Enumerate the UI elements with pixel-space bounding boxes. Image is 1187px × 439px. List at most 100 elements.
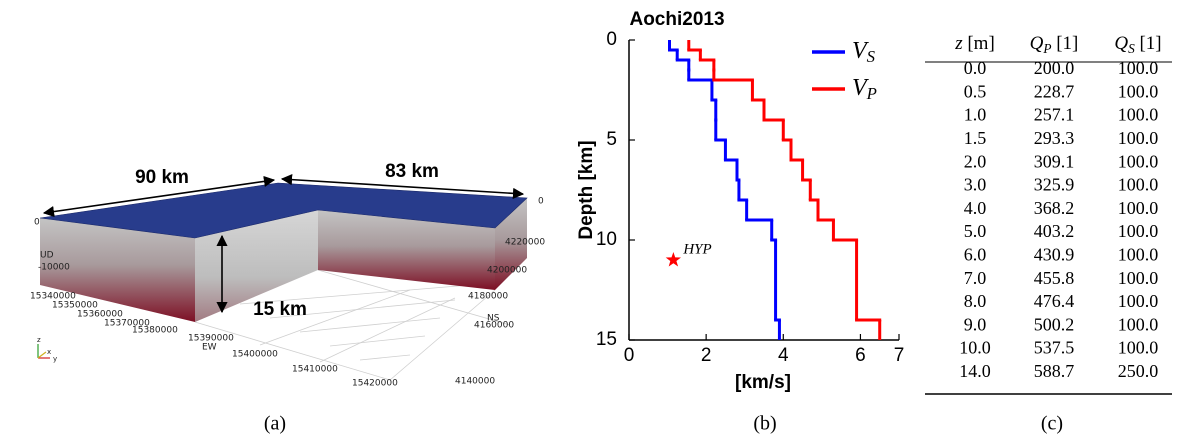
ew-tick-label: 15400000 (232, 350, 278, 360)
end-face (495, 198, 527, 290)
x-tick-label: 6 (855, 345, 866, 366)
x-tick-label: 2 (701, 345, 712, 366)
front-face (40, 218, 195, 322)
table-cell: 5.0 (964, 221, 987, 241)
table-cell: 4.0 (964, 198, 987, 218)
y-tick-label: 0 (606, 29, 617, 50)
table-cell: 8.0 (964, 291, 987, 311)
table-cell: 0.0 (964, 58, 987, 78)
y-tick-label: 15 (596, 329, 617, 350)
y-tick-label: 5 (606, 129, 617, 150)
ew-tick-label: 15360000 (77, 310, 123, 320)
table-cell: 200.0 (1034, 58, 1075, 78)
ew-tick-label: 15390000 (188, 334, 234, 344)
x-tick-label: 7 (894, 345, 905, 366)
legend-label: VS (852, 38, 876, 66)
table-cell: 2.0 (964, 151, 987, 171)
table-cell: 100.0 (1118, 128, 1159, 148)
table-cell: 9.0 (964, 314, 987, 334)
inner-right-face (318, 210, 495, 290)
ew-tick-label: 15380000 (132, 326, 178, 336)
panel-c: (c) z [m] QP [1] QS [1] 0.0 200.0 100.0 0.5 228… (925, 33, 1172, 435)
table-cell: 403.2 (1034, 221, 1075, 241)
table-cell: 309.1 (1034, 151, 1075, 171)
table-cell: 100.0 (1118, 245, 1159, 265)
table-cell: 100.0 (1118, 58, 1159, 78)
legend-label: VP (852, 75, 877, 103)
chart-title: Aochi2013 (629, 9, 724, 30)
ew-tick-label: 15410000 (292, 365, 338, 375)
ns-tick-label: 4220000 (505, 238, 545, 248)
caption: (b) (753, 413, 776, 435)
table-cell: 14.0 (959, 361, 991, 381)
hypocenter-label: HYP (682, 241, 711, 257)
width-label: 90 km (135, 167, 189, 188)
table-cell: 100.0 (1118, 291, 1159, 311)
ns-ticks: 4220000 4200000 4180000 4160000 4140000 (455, 238, 545, 387)
table-cell: 1.5 (964, 128, 987, 148)
ns-tick-label: 4160000 (474, 321, 514, 331)
ew-tick-label: 15340000 (30, 292, 76, 302)
table-header: z [m] (954, 33, 995, 54)
ud-value: -10000 (38, 263, 70, 273)
table-cell: 100.0 (1118, 151, 1159, 171)
ns-tick-label: 4200000 (487, 266, 527, 276)
table-cell: 500.2 (1034, 314, 1075, 334)
table-cell: 100.0 (1118, 81, 1159, 101)
table-cell: 250.0 (1118, 361, 1159, 381)
ns-label: NS (487, 314, 500, 324)
triad-label: y (53, 355, 57, 363)
table-cell: 100.0 (1118, 314, 1159, 334)
y-axis-label: Depth [km] (576, 140, 597, 239)
corner-label: 0 (538, 197, 544, 207)
table-cell: 0.5 (964, 81, 987, 101)
length-label: 83 km (385, 161, 439, 182)
x-tick-label: 0 (624, 345, 635, 366)
ew-tick-label: 15350000 (52, 301, 98, 311)
ew-tick-label: 15370000 (104, 319, 150, 329)
panel-b: Aochi2013 Depth [km] [km/s] (b) 0 5 10 15 0 2… (576, 9, 904, 435)
ew-tick-label: 15420000 (352, 379, 398, 389)
ns-tick-label: 4140000 (455, 377, 495, 387)
x-tick-label: 4 (778, 345, 789, 366)
table-cell: 100.0 (1118, 175, 1159, 195)
caption: (c) (1041, 413, 1063, 435)
table-cell: 100.0 (1118, 221, 1159, 241)
table-cell: 293.3 (1034, 128, 1075, 148)
table-cell: 455.8 (1034, 268, 1075, 288)
table-cell: 325.9 (1034, 175, 1075, 195)
table-cell: 368.2 (1034, 198, 1075, 218)
y-tick-label: 10 (596, 229, 617, 250)
table-cell: 100.0 (1118, 198, 1159, 218)
table-cell: 100.0 (1118, 338, 1159, 358)
table-header: QP [1] (1030, 33, 1079, 55)
table-cell: 537.5 (1034, 338, 1075, 358)
table-cell: 7.0 (964, 268, 987, 288)
triad-label: z (37, 336, 41, 344)
table-cell: 100.0 (1118, 268, 1159, 288)
table-cell: 476.4 (1034, 291, 1075, 311)
table-cell: 1.0 (964, 105, 987, 125)
panel-a: 90 km 83 km 15 km 0 0 UD -10000 EW NS 15… (30, 161, 545, 435)
ground-grid (194, 269, 511, 381)
table-cell: 430.9 (1034, 245, 1075, 265)
ns-tick-label: 4180000 (468, 292, 508, 302)
table-cell: 588.7 (1034, 361, 1075, 381)
length-arrow (280, 174, 525, 199)
caption: (a) (264, 413, 286, 435)
table-cell: 100.0 (1118, 105, 1159, 125)
width-arrow (42, 175, 276, 218)
triad-label: x (47, 348, 51, 356)
ud-label: UD (40, 251, 54, 261)
table-header: QS [1] (1114, 33, 1161, 55)
corner-label: 0 (34, 218, 40, 228)
x-axis-label: [km/s] (735, 372, 791, 393)
ew-label: EW (202, 343, 217, 353)
table-cell: 3.0 (964, 175, 987, 195)
axis-triad: z x y (37, 336, 57, 363)
ew-ticks: 1534000015350000153600001537000015380000… (30, 292, 398, 389)
hypocenter-marker (665, 252, 681, 267)
table-cell: 228.7 (1034, 81, 1075, 101)
depth-label: 15 km (253, 299, 307, 320)
